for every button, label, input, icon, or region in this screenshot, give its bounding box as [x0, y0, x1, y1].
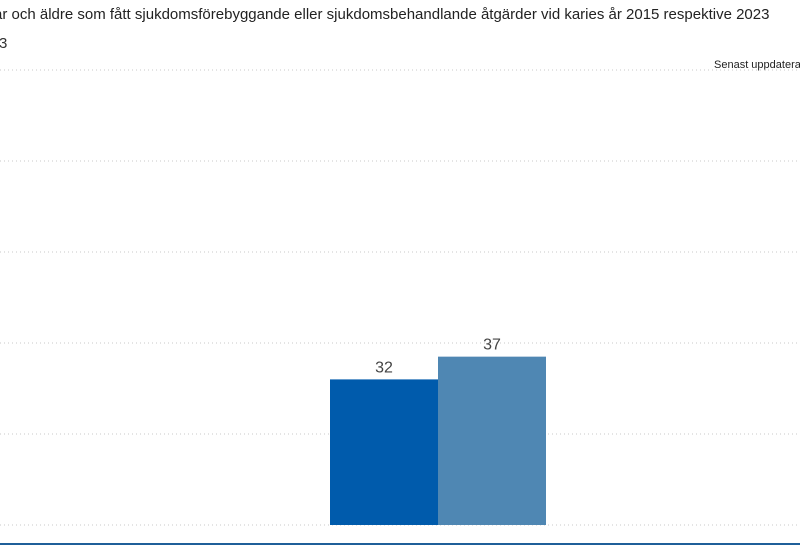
data-label-2015: 32	[375, 359, 393, 376]
chart-subtitle: 3	[0, 35, 8, 52]
bottom-border	[0, 543, 800, 545]
last-updated-label: Senast uppdaterad	[714, 59, 800, 71]
bar-2023[interactable]	[438, 356, 546, 525]
bar-2015[interactable]	[330, 379, 438, 525]
chart-title: år och äldre som fått sjukdomsförebyggan…	[0, 6, 770, 23]
data-label-2023: 37	[483, 337, 501, 354]
